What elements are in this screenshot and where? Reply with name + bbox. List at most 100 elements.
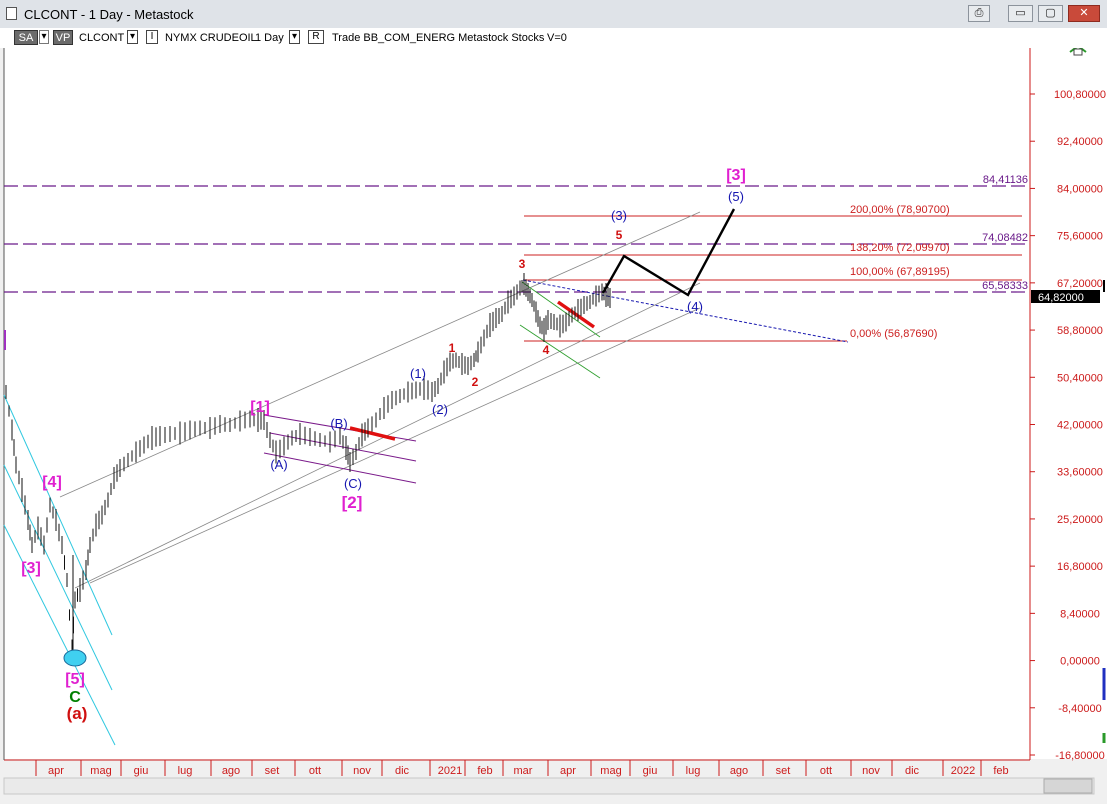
level-label-2: 74,08482 [982, 232, 1028, 244]
wave-label-A: (A) [270, 457, 287, 472]
projection-path[interactable] [601, 208, 736, 297]
current-price-tag: 64,82000 [1031, 290, 1100, 304]
time-axis-label: apr [48, 765, 64, 777]
maximize-button[interactable]: ▢ [1038, 5, 1063, 22]
chart-area: 100,80000 92,40000 84,00000 75,60000 67,2000… [0, 39, 1107, 799]
wave-label-r4: 4 [543, 343, 550, 357]
time-axis-label: nov [353, 765, 371, 777]
window-title: CLCONT - 1 Day - Metastock [24, 7, 194, 22]
time-axis-label: lug [178, 765, 193, 777]
price-axis-label: 16,80000 [1057, 561, 1103, 573]
wave-label-1b: (1) [410, 366, 426, 381]
sa-button[interactable]: SA [14, 30, 38, 45]
minimize-button[interactable]: ▭ [1008, 5, 1033, 22]
wave-label-m2: [2] [342, 493, 363, 512]
time-axis-label: feb [477, 765, 492, 777]
bar-type-button[interactable]: I [146, 30, 158, 44]
price-axis-label: 58,80000 [1057, 325, 1103, 337]
time-axis-label: feb [993, 765, 1008, 777]
bottom-circle-marker[interactable] [63, 649, 87, 667]
scrollbar-thumb[interactable] [1043, 778, 1093, 794]
wave-label-Cc: (C) [344, 476, 362, 491]
time-axis-label: giu [643, 765, 658, 777]
price-axis-label: 0,00000 [1060, 656, 1100, 668]
dotted-trendline[interactable] [522, 279, 849, 343]
symbol-label[interactable]: CLCONT [79, 32, 125, 44]
price-axis-background [1030, 48, 1107, 759]
level-label-1: 84,41136 [983, 174, 1028, 186]
price-axis-label: 92,40000 [1057, 136, 1103, 148]
breakout-marker-1[interactable] [349, 426, 396, 441]
wave-label-4b: (4) [687, 299, 703, 314]
wave-label-a: (a) [67, 704, 88, 723]
fib-label-0: 0,00% (56,87690) [850, 328, 937, 340]
fib-label-138: 138,20% (72,09970) [850, 242, 950, 254]
fib-label-100: 100,00% (67,89195) [850, 266, 950, 278]
wave-label-3b: (3) [611, 208, 627, 223]
price-axis-label: 33,60000 [1057, 467, 1103, 479]
wave-label-m4: [4] [42, 474, 62, 491]
wave-label-r5: 5 [616, 228, 623, 242]
time-axis-label: ott [309, 765, 321, 777]
chart-toolbar: SA ▾ VP CLCONT ▾ I NYMX CRUDEOIL 1 Day ▾… [0, 28, 1107, 48]
wave-label-B: (B) [330, 416, 347, 431]
price-axis: 100,80000 92,40000 84,00000 75,60000 67,2000… [1030, 89, 1106, 762]
sa-dropdown[interactable]: ▾ [39, 30, 49, 44]
time-axis-label: ago [730, 765, 748, 777]
time-axis-label: set [265, 765, 280, 777]
price-axis-label: 84,00000 [1057, 183, 1103, 195]
time-axis-label: ott [820, 765, 832, 777]
time-axis-label: dic [395, 765, 410, 777]
print-icon[interactable]: ⎙ [968, 5, 990, 22]
document-icon [6, 7, 17, 20]
time-axis-label: giu [134, 765, 149, 777]
breakout-marker-2[interactable] [557, 300, 595, 329]
time-axis-label: set [776, 765, 791, 777]
wave-labels: [5] C (a) [4] [3] [1] [2] [3] [21, 167, 746, 723]
time-axis-label: mag [90, 765, 111, 777]
time-axis-label: apr [560, 765, 576, 777]
wave-label-m3a: [3] [21, 560, 41, 577]
red-wave-labels: 1 2 3 4 5 [449, 228, 623, 389]
time-axis-label: lug [686, 765, 701, 777]
time-axis: apr mag giu lug ago set ott nov dic 2021 feb mar apr… [35, 760, 1009, 777]
price-axis-label: 8,40000 [1060, 608, 1100, 620]
downtrend-channel[interactable] [3, 394, 116, 746]
wave-label-m1: [1] [250, 399, 270, 416]
price-bars [5, 273, 611, 661]
price-axis-label: 42,00000 [1057, 420, 1103, 432]
window-titlebar: CLCONT - 1 Day - Metastock ⎙ ▭ ▢ ✕ [0, 0, 1107, 29]
time-axis-label: 2022 [951, 765, 975, 777]
volume-label: V=0 [547, 32, 567, 44]
fib-label-200: 200,00% (78,90700) [850, 204, 950, 216]
green-wedge[interactable] [519, 281, 601, 379]
time-axis-label: ago [222, 765, 240, 777]
period-label[interactable]: 1 Day [255, 32, 284, 44]
price-axis-label: 75,60000 [1057, 231, 1103, 243]
price-axis-label: -8,40000 [1058, 703, 1101, 715]
wave-label-c: C [69, 689, 81, 706]
current-price-label: 64,82000 [1038, 292, 1084, 304]
wave-label-r2: 2 [472, 375, 479, 389]
plot-background [4, 48, 1030, 759]
price-axis-label: 25,20000 [1057, 514, 1103, 526]
wave-label-5b: (5) [728, 189, 744, 204]
level-label-3: 65,58333 [982, 280, 1028, 292]
time-axis-label: mar [514, 765, 533, 777]
time-axis-label: 2021 [438, 765, 462, 777]
chart-svg[interactable]: 100,80000 92,40000 84,00000 75,60000 67,2000… [0, 39, 1107, 799]
fib-extension[interactable]: 200,00% (78,90700) 138,20% (72,09970) 10… [524, 204, 1022, 342]
period-dropdown[interactable]: ▾ [289, 30, 300, 44]
time-axis-label: dic [905, 765, 920, 777]
mode-dropdown[interactable]: R [308, 30, 324, 44]
symbol-description: NYMX CRUDEOIL [165, 32, 257, 44]
wave-label-r1: 1 [449, 341, 456, 355]
horizontal-scrollbar[interactable] [3, 777, 1095, 795]
symbol-dropdown[interactable]: ▾ [127, 30, 138, 44]
price-axis-label: 100,80000 [1054, 89, 1106, 101]
wave-label-2b: (2) [432, 402, 448, 417]
wave-label-m5: [5] [65, 671, 85, 688]
time-axis-label: mag [600, 765, 621, 777]
vp-button[interactable]: VP [53, 30, 73, 45]
close-button[interactable]: ✕ [1068, 5, 1100, 22]
